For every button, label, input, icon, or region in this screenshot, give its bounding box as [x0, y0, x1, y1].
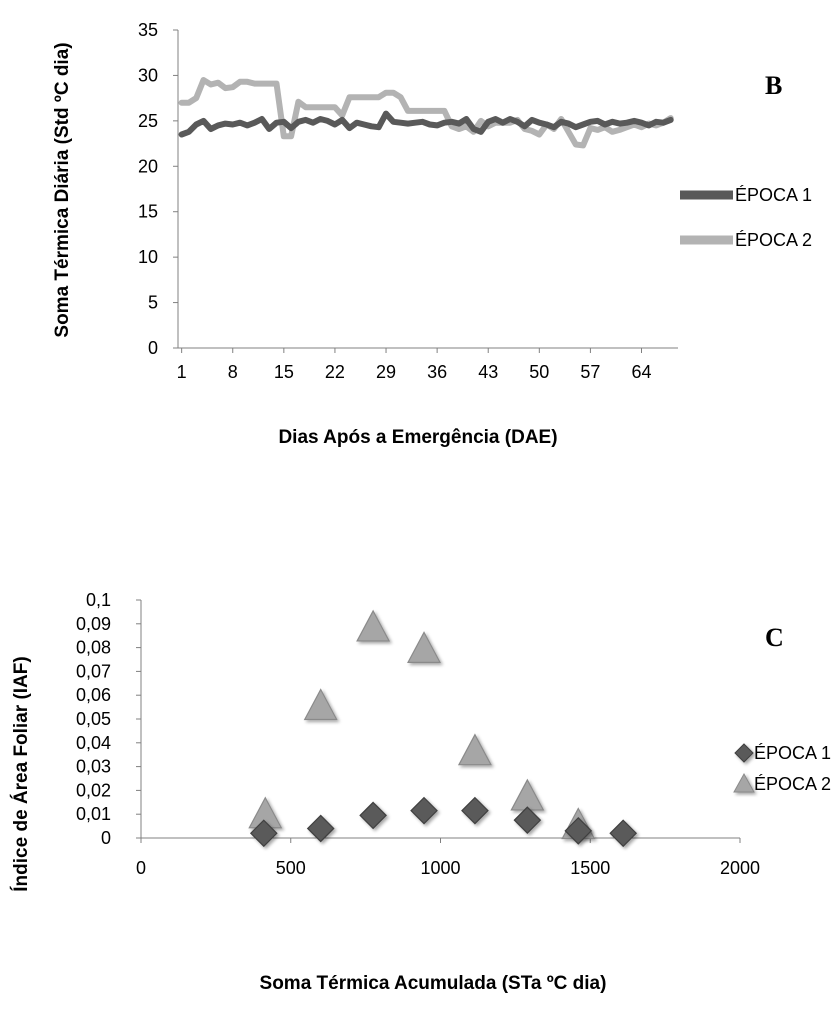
- chart-c-x-tick-label: 0: [136, 858, 146, 878]
- chart-b-y-tick-label: 5: [148, 293, 158, 313]
- chart-c-y-tick-label: 0,09: [76, 614, 111, 634]
- chart-c-point-epoca-2: [407, 631, 442, 663]
- chart-c-y-tick-label: 0,01: [76, 804, 111, 824]
- chart-c-y-tick-label: 0,04: [76, 733, 111, 753]
- chart-c-x-ticks: 0 500 1000 1500 2000: [136, 838, 760, 878]
- chart-c-point-epoca-1: [461, 796, 489, 825]
- chart-c-x-tick-label: 2000: [720, 858, 760, 878]
- chart-c-y-tick-label: 0: [101, 828, 111, 848]
- chart-c-legend-marker-1: [734, 743, 754, 763]
- chart-c-point-epoca-1: [513, 806, 542, 834]
- chart-b-y-axis-label: Soma Térmica Diária (Std ºC dia): [52, 42, 73, 337]
- chart-b-x-axis-label: Dias Após a Emergência (DAE): [278, 427, 557, 448]
- chart-c-legend: ÉPOCA 1 ÉPOCA 2: [733, 743, 831, 794]
- chart-b-series: [178, 77, 674, 149]
- chart-c-legend-label-1: ÉPOCA 1: [754, 743, 831, 763]
- chart-b-x-tick-label: 8: [228, 362, 238, 382]
- chart-b-y-tick-label: 25: [138, 111, 158, 131]
- chart-b-x-tick-label: 50: [529, 362, 549, 382]
- chart-c-point-epoca-1: [564, 817, 593, 845]
- chart-b-y-tick-label: 35: [138, 20, 158, 40]
- chart-c-point-epoca-1: [410, 796, 438, 825]
- chart-c-point-epoca-2: [510, 778, 545, 811]
- chart-b-series-line-1: [178, 110, 674, 138]
- chart-b-panel-label: B: [765, 71, 782, 100]
- chart-c-point-epoca-2: [303, 688, 338, 721]
- chart-b-x-tick-label: 36: [427, 362, 447, 382]
- chart-c-point-epoca-2: [356, 609, 391, 642]
- chart-b-axes: [177, 30, 678, 349]
- chart-b-legend-label-2: ÉPOCA 2: [735, 230, 812, 250]
- chart-b-y-tick-label: 10: [138, 247, 158, 267]
- chart-c-y-ticks: 0 0,01 0,02 0,03 0,04 0,05 0,06 0,07 0,08 0,09 0,1: [76, 590, 141, 848]
- chart-c-x-tick-label: 1500: [570, 858, 610, 878]
- chart-b-y-tick-label: 30: [138, 65, 158, 85]
- chart-b-x-tick-label: 29: [376, 362, 396, 382]
- chart-b-legend-label-1: ÉPOCA 1: [735, 185, 812, 205]
- chart-c-point-epoca-2: [457, 733, 492, 766]
- chart-b-y-tick-label: 0: [148, 338, 158, 358]
- chart-b-y-ticks: 0 5 10 15 20 25 30 35: [138, 20, 178, 358]
- chart-c-y-tick-label: 0,08: [76, 638, 111, 658]
- chart-c-point-epoca-1: [249, 819, 278, 848]
- chart-b-x-tick-label: 43: [478, 362, 498, 382]
- chart-c-y-tick-label: 0,02: [76, 780, 111, 800]
- chart-b-x-ticks: 1 8 15 22 29 36 43 50 57 64: [177, 348, 652, 382]
- chart-c-point-epoca-1: [359, 801, 387, 830]
- chart-c-axes: [140, 600, 740, 839]
- chart-c-y-axis-label: Índice de Área Foliar (IAF): [10, 656, 32, 891]
- chart-c-legend-label-2: ÉPOCA 2: [754, 774, 831, 794]
- chart-b-x-tick-label: 15: [274, 362, 294, 382]
- chart-c-y-tick-label: 0,06: [76, 685, 111, 705]
- chart-c-point-epoca-1: [306, 814, 335, 843]
- chart-b-x-tick-label: 1: [177, 362, 187, 382]
- chart-b-y-tick-label: 20: [138, 156, 158, 176]
- chart-c-x-axis-label: Soma Térmica Acumulada (STa ºC dia): [260, 973, 607, 994]
- chart-b: 0 5 10 15 20 25 30 35 1 8 15 22 29 36 43 50 57 64 Soma T…: [52, 20, 812, 448]
- chart-c-panel-label: C: [765, 623, 784, 652]
- chart-c-legend-marker-2: [733, 772, 755, 793]
- chart-c-x-tick-label: 1000: [420, 858, 460, 878]
- chart-b-legend: ÉPOCA 1 ÉPOCA 2: [680, 185, 812, 250]
- chart-c-y-tick-label: 0,1: [86, 590, 111, 610]
- chart-c-point-epoca-1: [609, 819, 638, 848]
- chart-c-y-tick-label: 0,07: [76, 661, 111, 681]
- chart-b-x-tick-label: 57: [580, 362, 600, 382]
- chart-b-series-line-2: [178, 77, 674, 149]
- chart-b-x-tick-label: 22: [325, 362, 345, 382]
- chart-c-x-tick-label: 500: [276, 858, 306, 878]
- chart-b-x-tick-label: 64: [631, 362, 651, 382]
- chart-c-y-tick-label: 0,03: [76, 757, 111, 777]
- chart-c-series: [248, 609, 638, 848]
- chart-c-y-tick-label: 0,05: [76, 709, 111, 729]
- chart-c: 0 0,01 0,02 0,03 0,04 0,05 0,06 0,07 0,08 0,09 0,1…: [10, 590, 831, 994]
- chart-b-y-tick-label: 15: [138, 202, 158, 222]
